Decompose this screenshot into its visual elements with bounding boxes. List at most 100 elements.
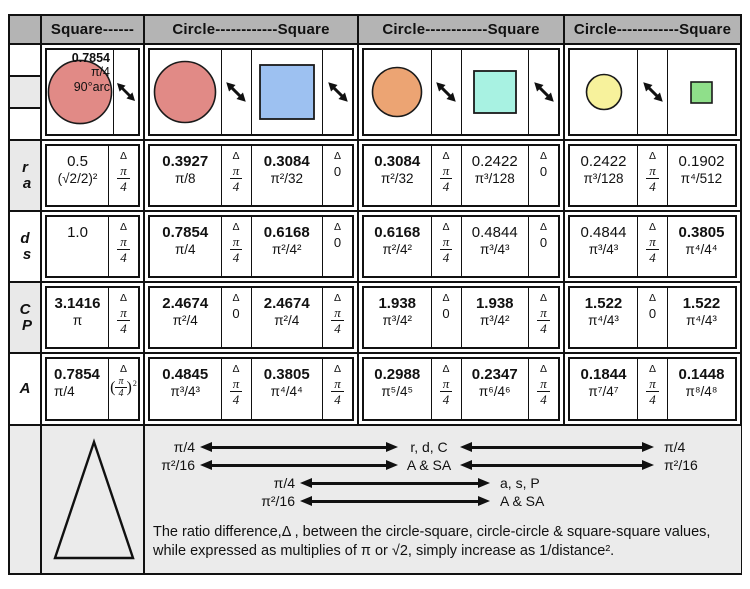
double-diagonal-arrow-icon	[436, 82, 456, 102]
footer-label-cell	[10, 426, 42, 573]
circle-shape-cell	[150, 50, 221, 134]
value-cell: 0.5 (√2/2)²	[57, 153, 98, 186]
header-group-circle-square-2: Circle------------Square	[359, 16, 565, 43]
unit-circle-cell: 0.7854 π/4 90°arc	[47, 50, 113, 134]
value-cell: 1.522 π⁴/4³	[667, 288, 735, 347]
value-cell: 0.4844 π³/4³	[580, 224, 627, 257]
value-cell: 0.4844 π³/4³	[460, 217, 529, 276]
square-shape	[472, 70, 517, 114]
circle-shape	[47, 59, 113, 125]
value-cell: 0.6168 π²/4²	[250, 217, 323, 276]
shapes-row: 0.7854 π/4 90°arc	[10, 45, 740, 141]
header-row: Square------ Circle------------Square Ci…	[10, 16, 740, 45]
double-arrow-icon	[300, 478, 490, 488]
value-cell: 0.6168 π²/4²	[374, 224, 421, 257]
shapes-group-1	[145, 45, 359, 139]
header-group-circle-square-3: Circle------------Square	[565, 16, 740, 43]
diagonal-arrow-cell	[220, 50, 251, 134]
shapes-group-3	[565, 45, 740, 139]
circle-shape-cell	[570, 50, 637, 134]
square-shape-cell	[460, 50, 529, 134]
mini-cell	[10, 107, 40, 139]
circle-shape	[371, 66, 423, 118]
value-cell: 2.4674 π²/4	[162, 295, 209, 328]
double-arrow-icon	[300, 496, 490, 506]
diagonal-arrow-cell	[430, 50, 461, 134]
square-shape	[258, 64, 315, 120]
mini-cell	[10, 45, 40, 75]
double-arrow-icon	[200, 460, 398, 470]
circle-shape	[585, 73, 622, 111]
value-cell: 0.3805 π⁴/4⁴	[667, 217, 735, 276]
double-arrow-icon	[200, 442, 398, 452]
value-cell: 0.3084 π²/32	[374, 153, 421, 186]
header-group-square: Square------	[42, 16, 145, 43]
value-cell: 0.7854 π/4	[162, 224, 209, 257]
value-cell: 0.3084 π²/32	[250, 146, 323, 205]
triangle-cell	[42, 426, 145, 573]
value-cell: 0.7854 π/4	[54, 366, 100, 399]
value-cell: 1.522 π⁴/4³	[584, 295, 623, 328]
shapes-group-2	[359, 45, 565, 139]
value-cell: 1.938 π³/4²	[378, 295, 417, 328]
square-shape	[690, 80, 713, 104]
value-cell: 0.1902 π⁴/512	[667, 146, 735, 205]
shapes-group-square: 0.7854 π/4 90°arc	[42, 45, 145, 139]
double-diagonal-arrow-icon	[226, 82, 246, 102]
double-diagonal-arrow-icon	[117, 83, 135, 101]
diagonal-arrow-cell	[637, 50, 667, 134]
circle-shape	[153, 60, 217, 124]
unit-circle-annotation: 0.7854 π/4 90°arc	[71, 51, 110, 94]
value-cell: 2.4674 π²/4	[250, 288, 323, 347]
diagonal-arrow-cell	[113, 50, 138, 134]
legend-line-2: π²/16 A & SA π²/16	[161, 457, 698, 473]
circle-shape-cell	[364, 50, 431, 134]
delta-cell: Δ(π 4) 2	[108, 359, 138, 419]
value-cell: 1.0	[67, 224, 88, 241]
value-cell: 0.2422 π³/128	[460, 146, 529, 205]
legend-line-1: π/4 r, d, C π/4	[173, 439, 686, 455]
mini-cell	[10, 75, 40, 107]
double-arrow-icon	[460, 460, 654, 470]
footer-legend: π/4 r, d, C π/4 π²/16 A & SA π²/16 π/4 a…	[145, 426, 741, 573]
diagonal-arrow-cell	[528, 50, 558, 134]
double-diagonal-arrow-icon	[533, 82, 554, 102]
circle-square-ratio-table: Square------ Circle------------Square Ci…	[8, 14, 742, 575]
double-arrow-icon	[460, 442, 654, 452]
value-cell: 0.4845 π³/4³	[162, 366, 209, 399]
legend-line-4: π²/16 A & SA	[261, 493, 545, 509]
header-group-circle-square-1: Circle------------Square	[145, 16, 359, 43]
double-diagonal-arrow-icon	[642, 82, 663, 102]
value-cell: 0.1844 π⁷/4⁷	[580, 366, 627, 399]
square-shape-cell	[667, 50, 735, 134]
footer-row: π/4 r, d, C π/4 π²/16 A & SA π²/16 π/4 a…	[10, 426, 741, 573]
value-cell: 0.2422 π³/128	[580, 153, 627, 186]
